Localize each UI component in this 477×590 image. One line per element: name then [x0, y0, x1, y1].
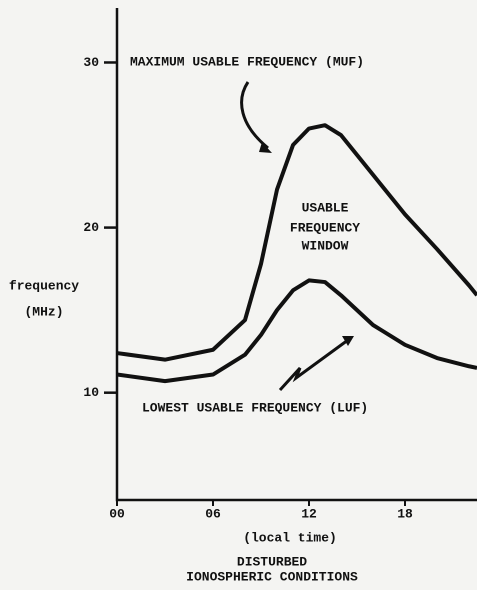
y-tick-label: 20	[83, 220, 99, 235]
line	[116, 123, 477, 362]
y-axis-label: (MHz)	[24, 304, 63, 319]
annotation: FREQUENCY	[290, 220, 360, 235]
line	[116, 278, 477, 384]
muf-arrowhead	[259, 142, 272, 153]
luf-arrow	[278, 338, 349, 392]
y-axis-label: frequency	[9, 278, 79, 293]
x-tick-label: 18	[397, 506, 413, 521]
muf-arrow	[240, 81, 269, 150]
annotation: MAXIMUM USABLE FREQUENCY (MUF)	[130, 54, 364, 69]
y-tick-label: 30	[83, 55, 99, 70]
annotation: WINDOW	[302, 238, 349, 253]
luf-arrowhead	[342, 336, 354, 346]
y-tick-label: 10	[83, 385, 99, 400]
caption: DISTURBED	[237, 554, 307, 569]
caption: IONOSPHERIC CONDITIONS	[186, 569, 358, 584]
annotation: USABLE	[302, 200, 349, 215]
x-axis-label: (local time)	[243, 530, 337, 545]
x-tick-label: 00	[109, 506, 125, 521]
axes	[115, 8, 477, 502]
x-tick-label: 06	[205, 506, 221, 521]
x-tick-label: 12	[301, 506, 317, 521]
annotation: LOWEST USABLE FREQUENCY (LUF)	[142, 400, 368, 415]
